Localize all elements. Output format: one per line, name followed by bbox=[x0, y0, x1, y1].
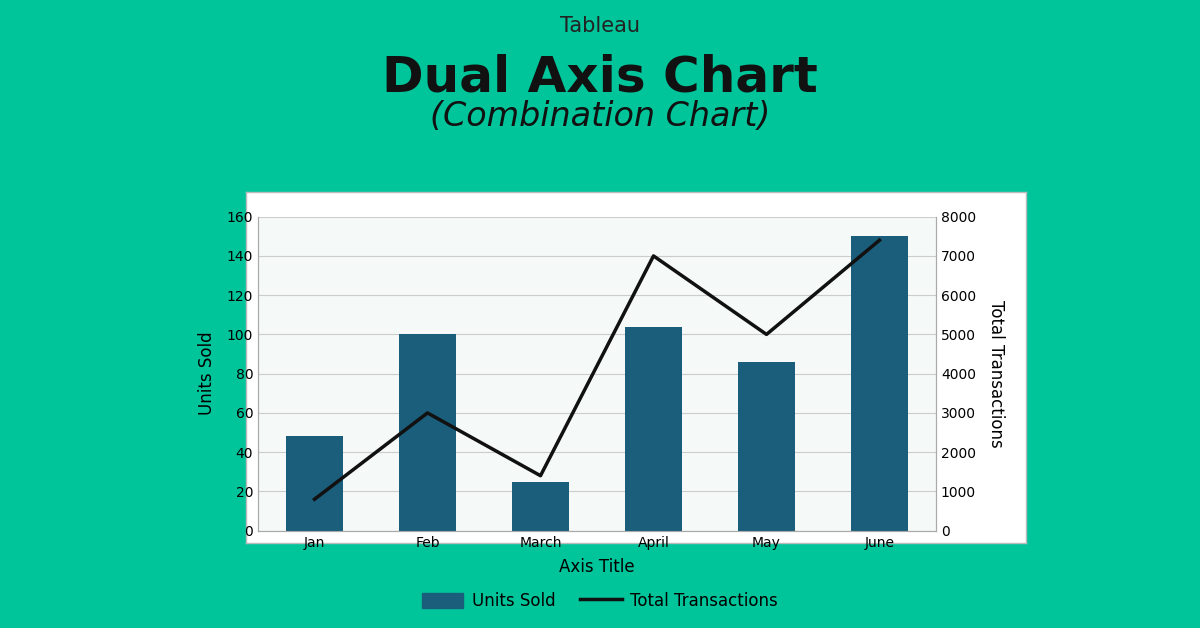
Bar bbox=[512, 482, 569, 531]
X-axis label: Axis Title: Axis Title bbox=[559, 558, 635, 576]
Bar bbox=[738, 362, 794, 531]
Bar bbox=[851, 236, 907, 531]
Text: Tableau: Tableau bbox=[560, 16, 640, 36]
Bar bbox=[287, 436, 343, 531]
Text: Dual Axis Chart: Dual Axis Chart bbox=[382, 53, 818, 101]
Bar bbox=[625, 327, 682, 531]
Bar bbox=[400, 334, 456, 531]
Y-axis label: Total Transactions: Total Transactions bbox=[988, 300, 1006, 448]
Y-axis label: Units Sold: Units Sold bbox=[198, 332, 216, 416]
Legend: Units Sold, Total Transactions: Units Sold, Total Transactions bbox=[415, 585, 785, 617]
Text: (Combination Chart): (Combination Chart) bbox=[430, 100, 770, 134]
